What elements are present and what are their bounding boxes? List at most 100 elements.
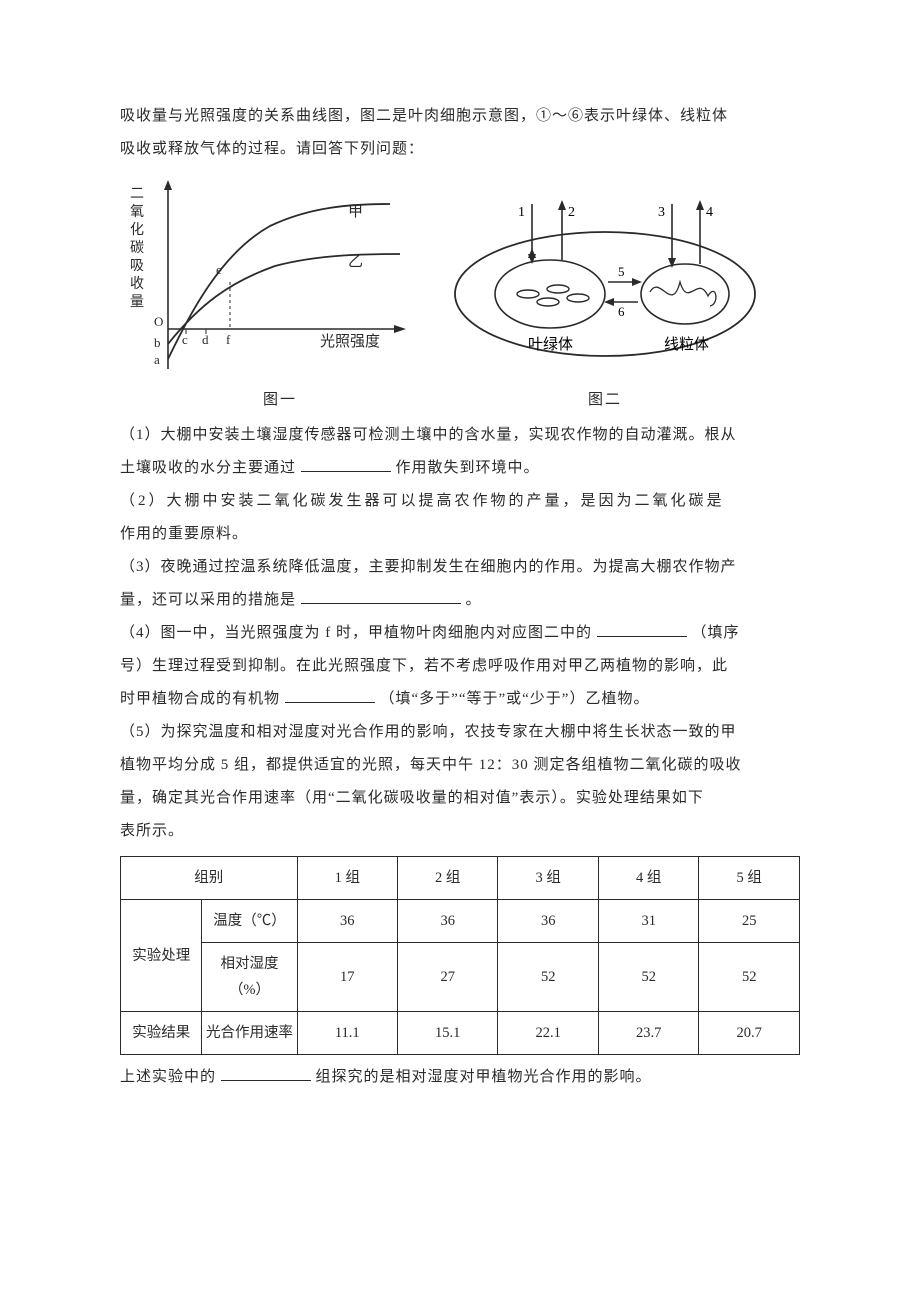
experiment-table: 组别 1 组 2 组 3 组 4 组 5 组 实验处理 温度（℃） 36 36 … [120, 856, 800, 1055]
hdr-group: 组别 [121, 857, 298, 900]
q1-blank [301, 456, 391, 473]
q2-line1: （2）大棚中安装二氧化碳发生器可以提高农作物的产量，是因为二氧化碳是 [120, 485, 800, 518]
label-jia: 甲 [348, 204, 363, 220]
mitochondrion-label: 线粒体 [664, 336, 709, 353]
rate-2: 15.1 [398, 1012, 498, 1055]
x-axis-label: 光照强度 [320, 333, 380, 350]
arrow-2-label: 2 [568, 205, 575, 220]
q4-a: （4）图一中，当光照强度为 f 时，甲植物叶肉细胞内对应图二中的 [120, 625, 597, 641]
label-yi: 乙 [348, 254, 363, 270]
cell-svg: 1 2 3 4 5 6 叶绿体 线粒体 [440, 174, 770, 384]
arrow-5-label: 5 [618, 264, 625, 279]
q5-line4: 表所示。 [120, 815, 800, 848]
thylakoid-2 [547, 285, 569, 293]
letter-e: e [216, 262, 222, 277]
ylab-6: 量 [130, 294, 144, 310]
q2-line2: 作用的重要原料。 [120, 518, 800, 551]
curve-yi [168, 254, 400, 344]
letter-f: f [226, 332, 231, 347]
q5-line1: （5）为探究温度和相对湿度对光合作用的影响，农技专家在大棚中将生长状态一致的甲 [120, 716, 800, 749]
arrow-4-head [696, 200, 704, 210]
arrow-2-head [558, 200, 566, 210]
letter-o: O [154, 314, 163, 329]
q1-line2: 土壤吸收的水分主要通过 作用散失到环境中。 [120, 452, 800, 485]
q6-a: 上述实验中的 [120, 1069, 221, 1085]
figure-2: 1 2 3 4 5 6 叶绿体 线粒体 [440, 174, 770, 384]
rate-label: 光合作用速率 [202, 1012, 297, 1055]
ylab-0: 二 [130, 187, 144, 202]
humid-label: 相对湿度（%） [202, 943, 297, 1012]
ylab-4: 吸 [130, 259, 144, 274]
q4-line2: 号）生理过程受到抑制。在此光照强度下，若不考虑呼吸作用对甲乙两植物的影响，此 [120, 650, 800, 683]
table-row: 实验结果 光合作用速率 11.1 15.1 22.1 23.7 20.7 [121, 1012, 800, 1055]
thylakoid-3 [537, 298, 559, 306]
ylab-1: 氧 [130, 204, 144, 220]
hdr-c4: 4 组 [598, 857, 698, 900]
letter-c: c [182, 332, 188, 347]
q4-b: （填序 [692, 625, 740, 641]
table-row: 实验处理 温度（℃） 36 36 36 31 25 [121, 900, 800, 943]
x-axis-arrow [394, 325, 406, 333]
rate-5: 20.7 [699, 1012, 800, 1055]
q3-line2: 量，还可以采用的措施是 。 [120, 584, 800, 617]
humid-1: 17 [297, 943, 397, 1012]
q4-line3: 时甲植物合成的有机物 （填“多于”“等于”或“少于”）乙植物。 [120, 683, 800, 716]
q6-line: 上述实验中的 组探究的是相对湿度对甲植物光合作用的影响。 [120, 1061, 800, 1094]
rate-3: 22.1 [498, 1012, 598, 1055]
ylab-3: 碳 [130, 240, 144, 256]
humid-5: 52 [699, 943, 800, 1012]
arrow-1-label: 1 [518, 205, 525, 220]
figure-1: 二 氧 化 碳 吸 收 量 甲 乙 e O b a [120, 174, 420, 384]
temp-5: 25 [699, 900, 800, 943]
temp-3: 36 [498, 900, 598, 943]
arrow-3-label: 3 [658, 205, 665, 220]
result-label: 实验结果 [121, 1012, 202, 1055]
q3-b: 量，还可以采用的措施是 [120, 592, 301, 608]
letter-a: a [154, 352, 160, 367]
humid-2: 27 [398, 943, 498, 1012]
q1-c: 作用散失到环境中。 [396, 460, 540, 476]
q5-line3: 量，确定其光合作用速率（用“二氧化碳吸收量的相对值”表示）。实验处理结果如下 [120, 782, 800, 815]
thylakoid-4 [567, 294, 589, 302]
arrow-6-head [604, 298, 614, 306]
arrow-6-label: 6 [618, 304, 625, 319]
fig1-caption: 图一 [120, 388, 440, 409]
arrow-5-head [632, 278, 642, 286]
q4-blank2 [285, 687, 375, 704]
letter-d: d [202, 332, 209, 347]
intro-line-2: 吸收或释放气体的过程。请回答下列问题： [120, 133, 800, 166]
q3-line1: （3）夜晚通过控温系统降低温度，主要抑制发生在细胞内的作用。为提高大棚农作物产 [120, 551, 800, 584]
hdr-c3: 3 组 [498, 857, 598, 900]
y-axis-arrow [164, 180, 172, 190]
table-row: 相对湿度（%） 17 27 52 52 52 [121, 943, 800, 1012]
hdr-c2: 2 组 [398, 857, 498, 900]
q3-blank [301, 588, 461, 605]
temp-2: 36 [398, 900, 498, 943]
figure-row: 二 氧 化 碳 吸 收 量 甲 乙 e O b a [120, 174, 800, 384]
rate-4: 23.7 [598, 1012, 698, 1055]
letter-b: b [154, 335, 161, 350]
q6-b: 组探究的是相对湿度对甲植物光合作用的影响。 [316, 1069, 652, 1085]
fig2-caption: 图二 [440, 388, 770, 409]
temp-1: 36 [297, 900, 397, 943]
q4-blank1 [597, 621, 687, 638]
humid-3: 52 [498, 943, 598, 1012]
hdr-c5: 5 组 [699, 857, 800, 900]
temp-4: 31 [598, 900, 698, 943]
humid-4: 52 [598, 943, 698, 1012]
q3-c: 。 [466, 592, 482, 608]
chloroplast-label: 叶绿体 [528, 336, 573, 353]
q4-d: 时甲植物合成的有机物 [120, 691, 285, 707]
table-row: 组别 1 组 2 组 3 组 4 组 5 组 [121, 857, 800, 900]
figure-captions: 图一 图二 [120, 388, 800, 409]
temp-label: 温度（℃） [202, 900, 297, 943]
chart-svg: 二 氧 化 碳 吸 收 量 甲 乙 e O b a [120, 174, 420, 384]
q1-b: 土壤吸收的水分主要通过 [120, 460, 301, 476]
thylakoid-1 [517, 290, 539, 298]
arrow-4-label: 4 [706, 205, 713, 220]
rate-1: 11.1 [297, 1012, 397, 1055]
ylab-2: 化 [130, 222, 144, 238]
cristae-icon [650, 282, 716, 306]
q5-line2: 植物平均分成 5 组，都提供适宜的光照，每天中午 12：30 测定各组植物二氧化… [120, 749, 800, 782]
q4-e: （填“多于”“等于”或“少于”）乙植物。 [380, 691, 650, 707]
